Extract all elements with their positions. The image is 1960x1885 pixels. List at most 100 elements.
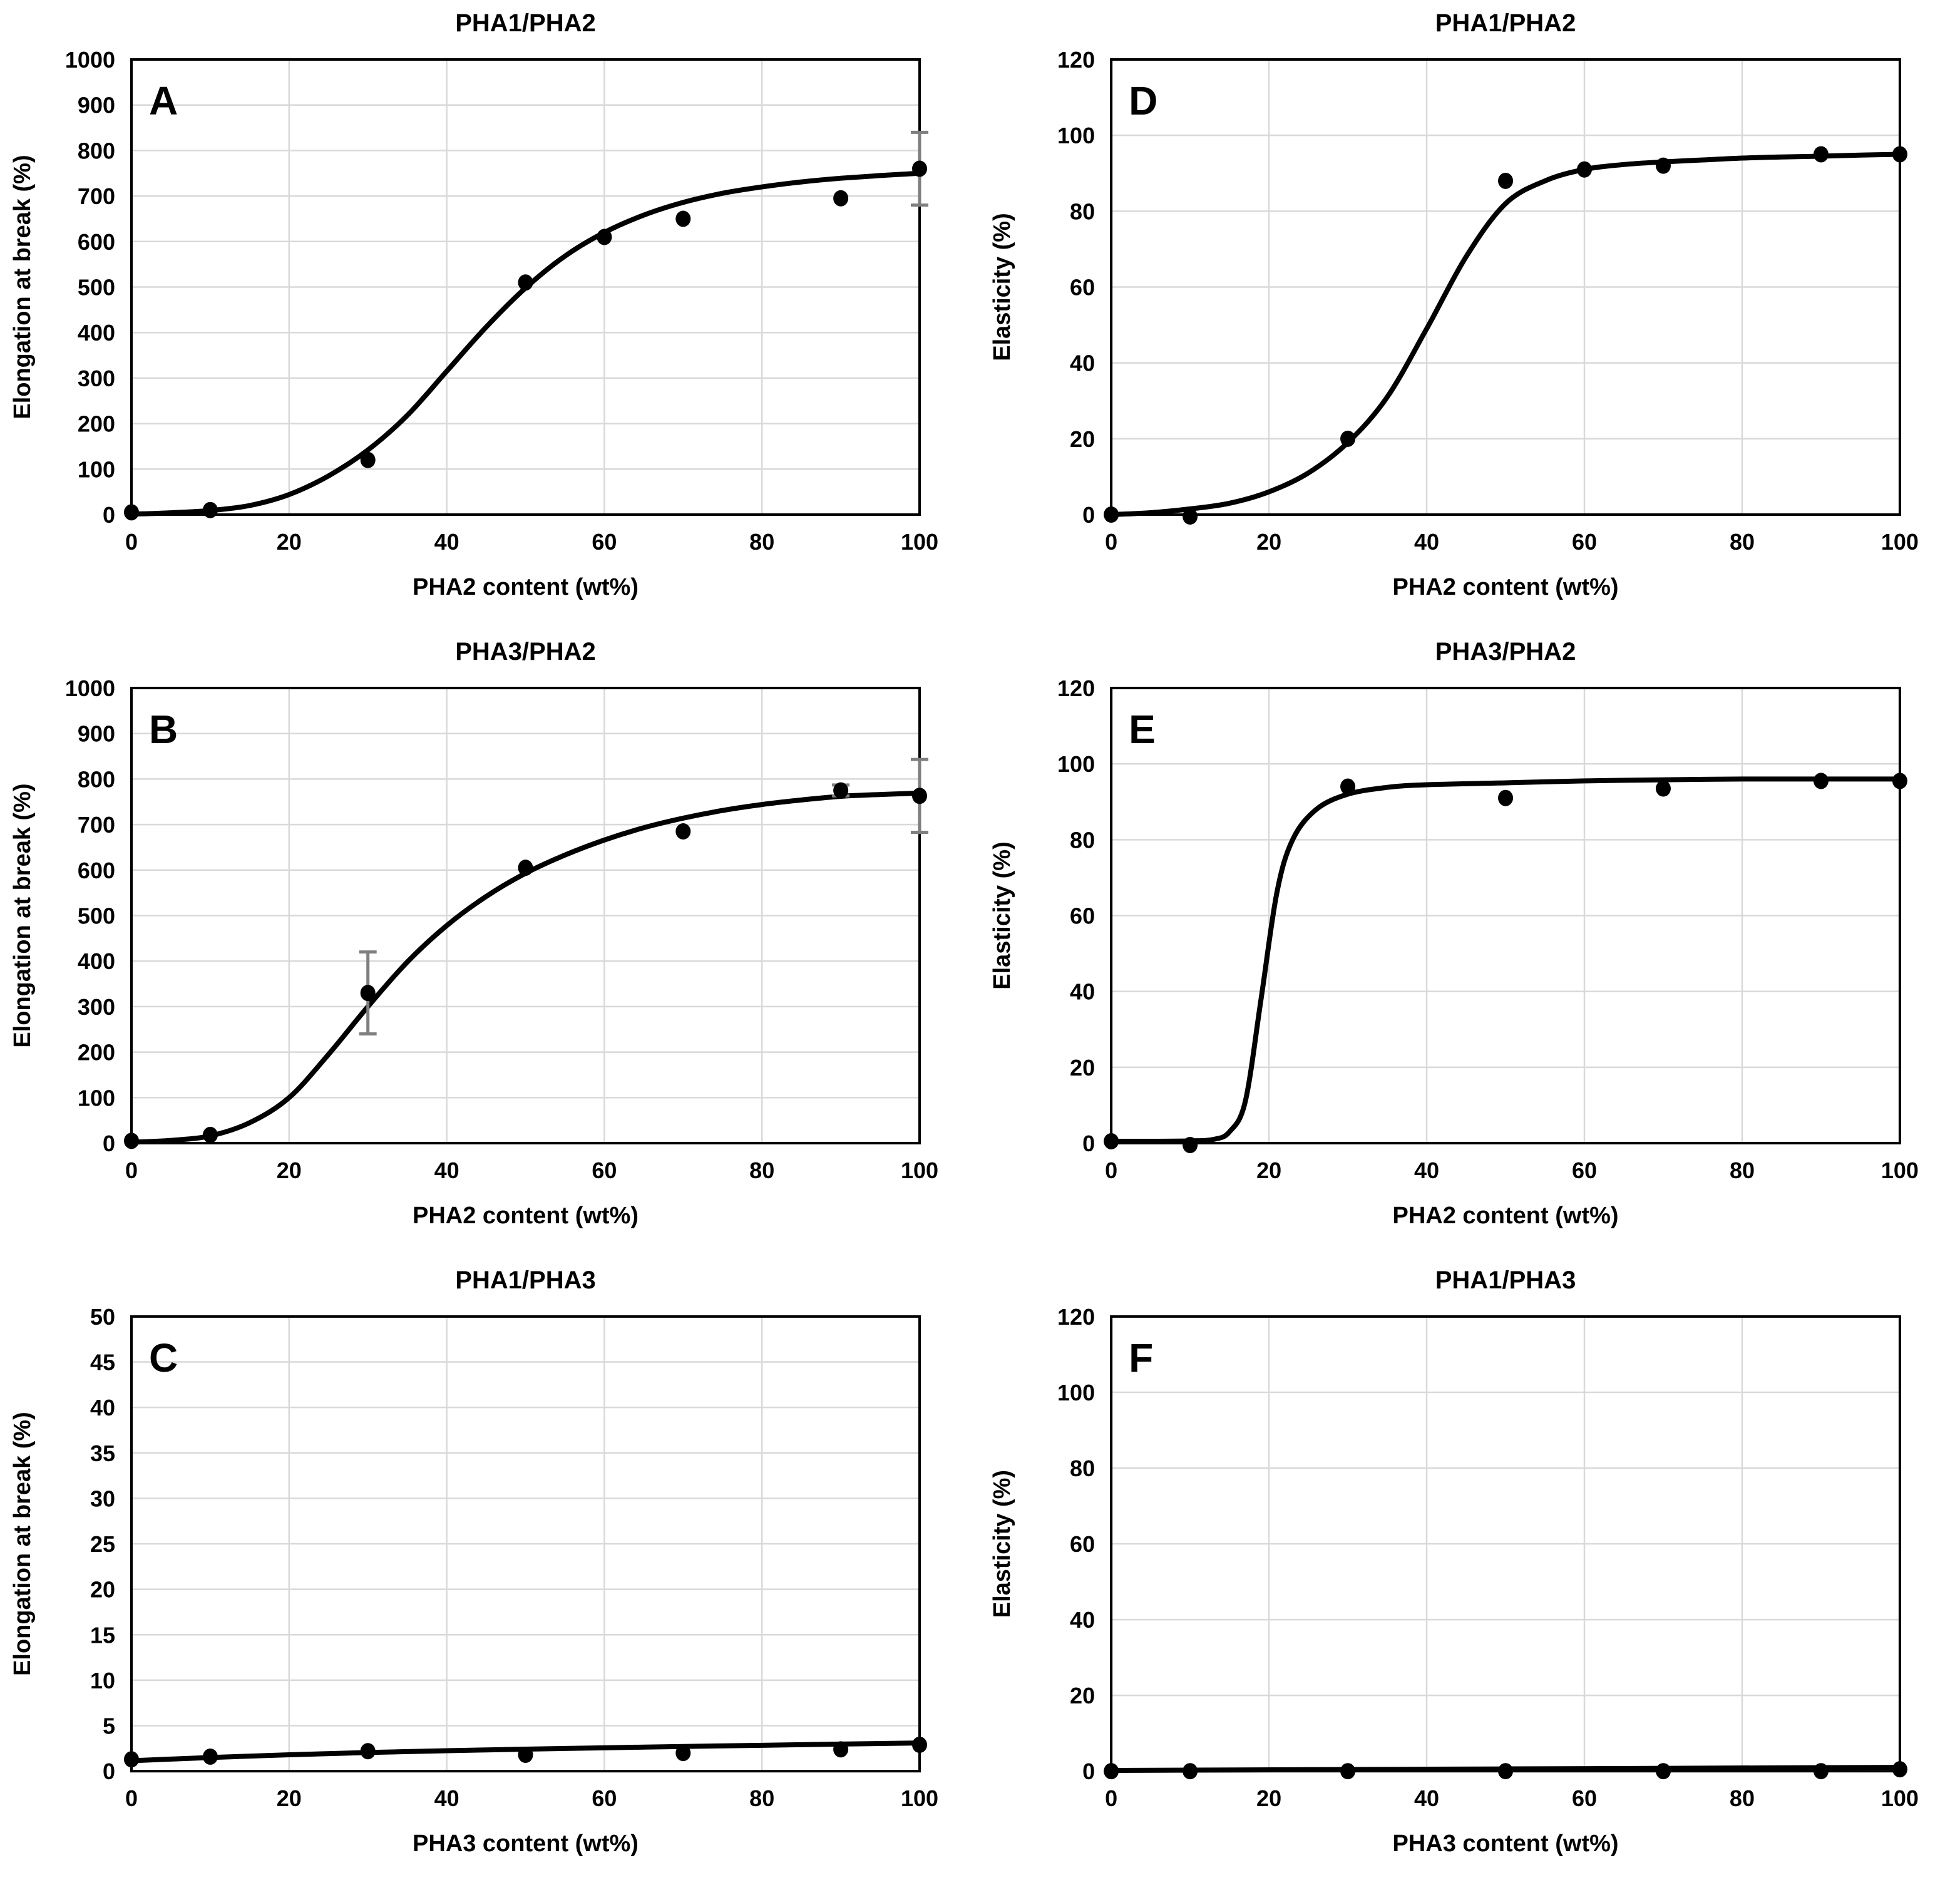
- y-tick-label: 300: [78, 994, 115, 1020]
- data-point: [1340, 778, 1356, 795]
- y-tick-label: 300: [78, 366, 115, 391]
- x-tick-label: 40: [1414, 529, 1439, 555]
- chart-panel-E: 0 20 40 60 80 100 120 0 20 40 60 80 100 PHA3/PHA2 E PHA…: [980, 629, 1960, 1257]
- fit-line: [1109, 152, 1902, 517]
- y-tick-label: 120: [1057, 675, 1095, 701]
- x-tick-label: 20: [1256, 1785, 1281, 1811]
- y-tick-label: 400: [78, 948, 115, 974]
- y-tick-label: 900: [78, 721, 115, 747]
- y-tick-label: 600: [78, 858, 115, 883]
- y-tick-label: 60: [1070, 1531, 1095, 1557]
- x-axis-label: PHA2 content (wt%): [1392, 574, 1618, 600]
- x-tick-label: 100: [901, 1785, 938, 1811]
- y-tick-label: 0: [103, 1759, 115, 1784]
- x-tick-label: 40: [434, 529, 459, 555]
- y-tick-label: 40: [90, 1395, 115, 1420]
- data-point: [1104, 1763, 1119, 1780]
- data-point: [833, 1741, 849, 1758]
- panel-letter: B: [149, 707, 178, 752]
- x-tick-label: 0: [125, 1785, 138, 1811]
- y-tick-label: 100: [78, 456, 115, 482]
- y-tick-label: 200: [78, 1040, 115, 1066]
- y-tick-label: 200: [78, 411, 115, 437]
- chart-F: 0 20 40 60 80 100 120 0 20 40 60 80 100 PHA1/PHA3 F PHA…: [989, 1266, 1919, 1857]
- y-tick-label: 120: [1057, 47, 1095, 73]
- y-tick-label: 80: [1070, 1456, 1095, 1481]
- data-point: [518, 860, 533, 876]
- y-tick-label: 5: [103, 1713, 115, 1739]
- fit-line: [1109, 776, 1902, 1144]
- x-tick-label: 100: [1881, 1785, 1919, 1811]
- y-axis-label: Elongation at break (%): [9, 1412, 36, 1676]
- x-tick-label: 80: [749, 1785, 774, 1811]
- data-point: [1655, 1763, 1671, 1780]
- data-point: [1498, 172, 1514, 189]
- x-tick-label: 100: [1881, 1158, 1919, 1183]
- chart-title: PHA1/PHA2: [455, 9, 596, 37]
- x-tick-label: 60: [1572, 529, 1597, 555]
- panel-letter: E: [1129, 707, 1156, 752]
- data-point: [1892, 146, 1907, 163]
- y-tick-label: 0: [1082, 1759, 1095, 1784]
- chart-title: PHA3/PHA2: [455, 638, 596, 665]
- data-point: [1655, 780, 1671, 797]
- y-tick-label: 500: [78, 275, 115, 300]
- x-axis-label: PHA2 content (wt%): [1392, 1203, 1618, 1229]
- x-tick-label: 60: [592, 1785, 617, 1811]
- y-tick-label: 100: [1057, 1380, 1095, 1405]
- data-point: [1813, 146, 1829, 163]
- data-point: [675, 210, 691, 227]
- fit-line: [129, 790, 922, 1145]
- data-point: [1813, 773, 1829, 789]
- data-point: [1892, 773, 1907, 789]
- x-tick-label: 60: [1572, 1158, 1597, 1183]
- data-point: [1340, 1763, 1356, 1780]
- x-tick-label: 40: [434, 1785, 459, 1811]
- x-axis-label: PHA3 content (wt%): [1392, 1831, 1618, 1857]
- chart-title: PHA1/PHA3: [1435, 1266, 1576, 1294]
- y-tick-label: 120: [1057, 1304, 1095, 1330]
- y-tick-label: 100: [1057, 751, 1095, 777]
- fit-line: [129, 170, 922, 517]
- y-tick-label: 10: [90, 1668, 115, 1693]
- y-axis-label: Elasticity (%): [989, 213, 1015, 361]
- y-tick-label: 60: [1070, 903, 1095, 929]
- panel-letter: D: [1129, 78, 1157, 123]
- x-tick-label: 20: [277, 1158, 302, 1183]
- data-point: [675, 1745, 691, 1762]
- y-tick-label: 40: [1070, 979, 1095, 1005]
- y-tick-label: 400: [78, 320, 115, 346]
- chart-panel-B: 0 100 200 300 400 500 600 700 800 900 1000 0 20 40 60 8…: [0, 629, 980, 1257]
- data-point: [1577, 161, 1593, 178]
- y-tick-label: 100: [78, 1085, 115, 1111]
- data-point: [124, 1751, 139, 1768]
- x-tick-label: 100: [901, 529, 938, 555]
- y-tick-label: 700: [78, 183, 115, 209]
- y-axis-label: Elasticity (%): [989, 1470, 1015, 1618]
- y-tick-label: 900: [78, 93, 115, 118]
- chart-panel-F: 0 20 40 60 80 100 120 0 20 40 60 80 100 PHA1/PHA3 F PHA…: [980, 1257, 1960, 1885]
- data-point: [360, 985, 376, 1002]
- y-tick-label: 35: [90, 1441, 115, 1466]
- y-tick-label: 30: [90, 1486, 115, 1511]
- y-axis-label: Elongation at break (%): [9, 155, 36, 419]
- x-tick-label: 20: [1256, 529, 1281, 555]
- chart-C: 0 5 10 15 20 25 30 35 40 45 50 0 20 40 60 80 100 PHA1/PHA…: [9, 1266, 938, 1857]
- y-tick-label: 40: [1070, 351, 1095, 376]
- chart-title: PHA3/PHA2: [1435, 638, 1576, 665]
- data-point: [124, 504, 139, 521]
- plot-border: [130, 687, 921, 1144]
- plot-border: [130, 1315, 921, 1773]
- x-tick-label: 80: [749, 1158, 774, 1183]
- x-tick-label: 20: [277, 529, 302, 555]
- data-point: [202, 1126, 218, 1143]
- panel-letter: C: [149, 1335, 178, 1380]
- data-point: [1340, 430, 1356, 447]
- y-tick-label: 0: [103, 1131, 115, 1156]
- x-tick-label: 80: [749, 529, 774, 555]
- y-tick-label: 800: [78, 138, 115, 163]
- data-point: [833, 782, 849, 799]
- x-tick-label: 0: [1105, 1785, 1117, 1811]
- data-point: [1498, 1763, 1514, 1780]
- y-tick-label: 20: [1070, 1683, 1095, 1708]
